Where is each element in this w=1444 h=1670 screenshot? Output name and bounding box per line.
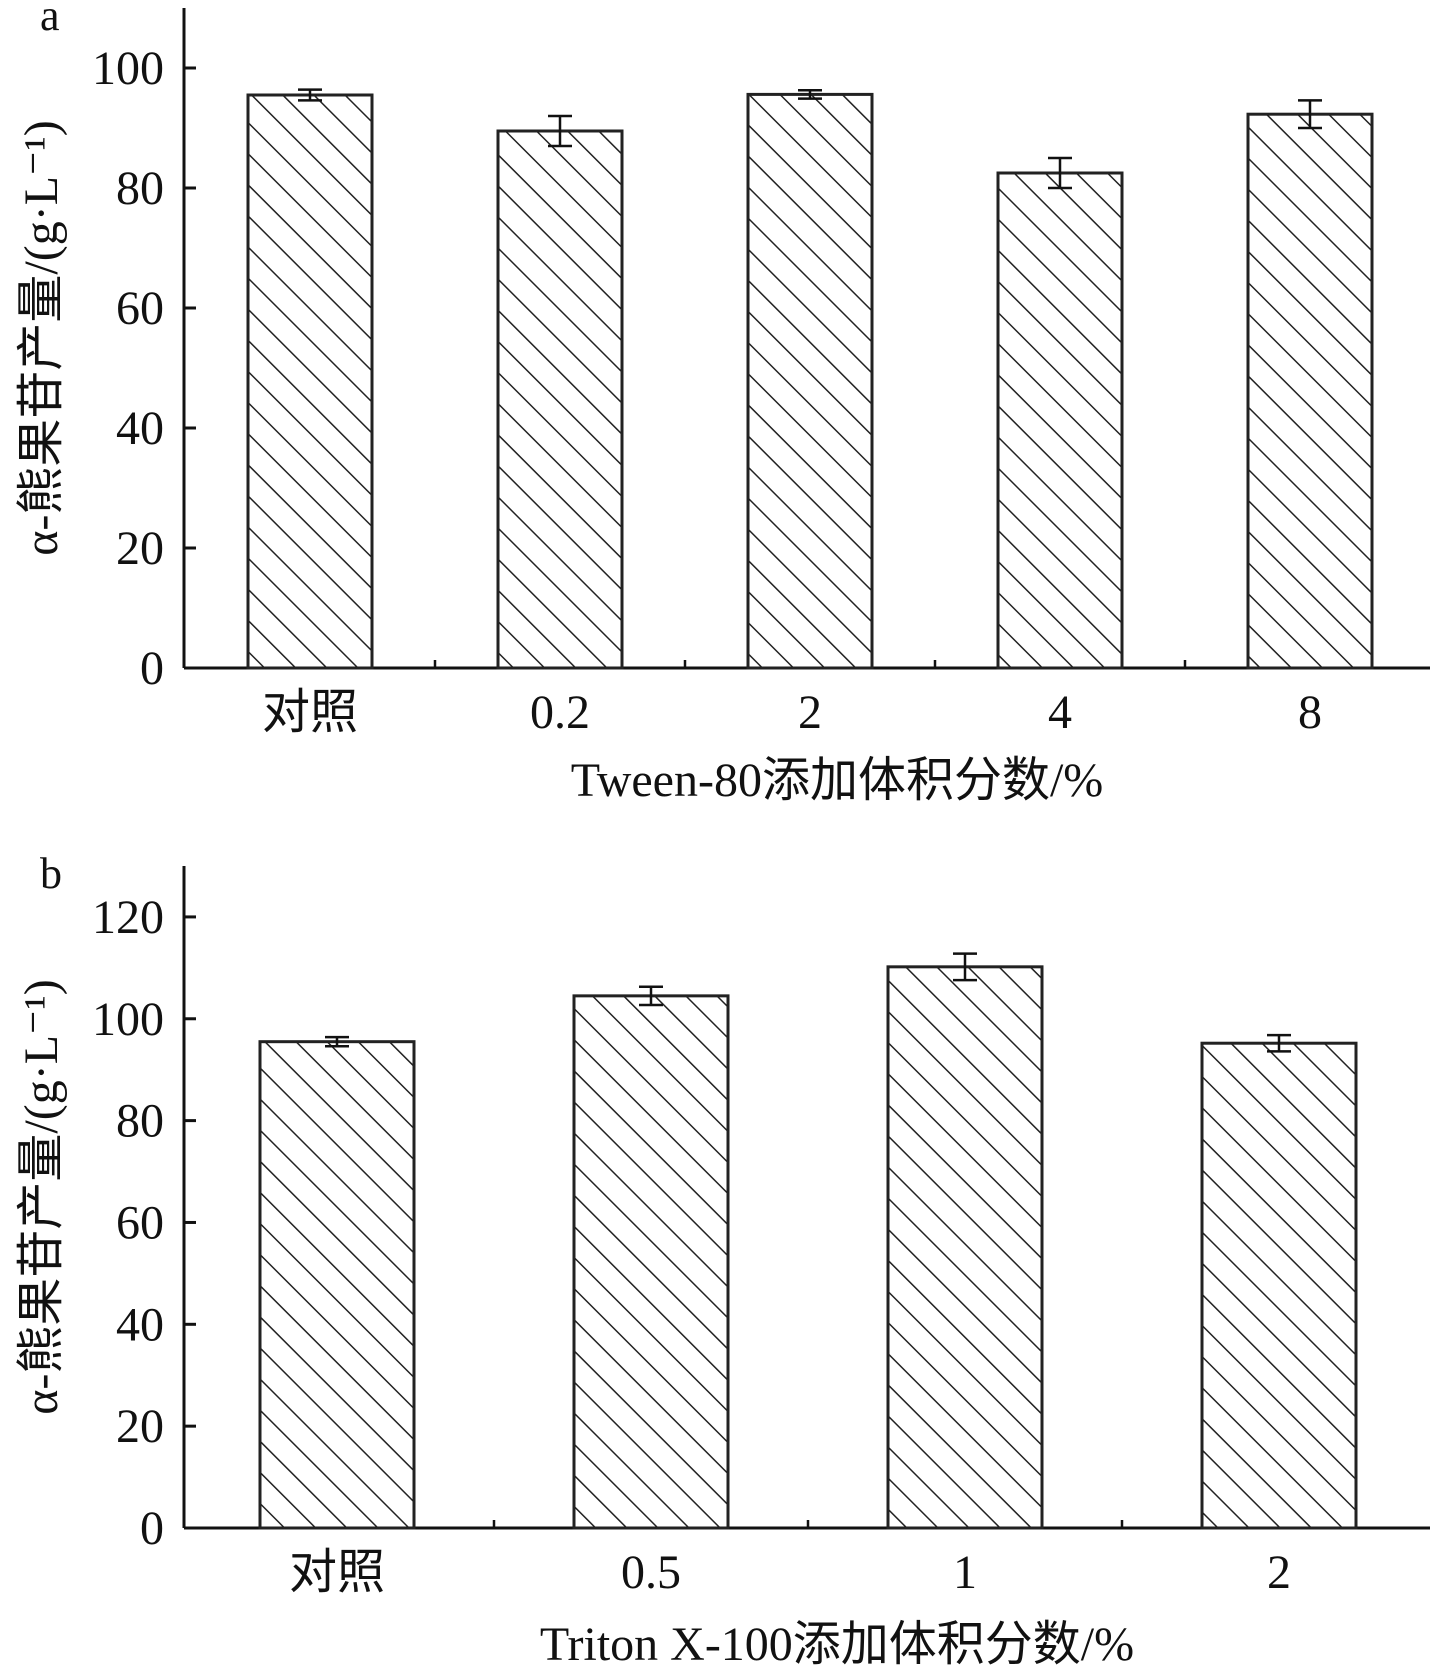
x-tick-label: 4 [1048,686,1072,739]
x-axis-title: Tween-80添加体积分数/% [571,754,1104,807]
bar [496,129,624,670]
x-tick-label: 1 [953,1546,977,1599]
y-tick-label: 100 [92,42,164,95]
x-tick-label: 2 [798,686,822,739]
bar [258,1040,416,1530]
y-tick-label: 0 [140,1502,164,1555]
chart-panel-b: b 0 20 40 60 80 100 120 对照 0.5 1 2 Triton X-100添加体积分… [15,849,1430,1670]
y-tick-label: 120 [92,891,164,944]
x-axis-title: Triton X-100添加体积分数/% [540,1618,1134,1670]
y-axis-title: α-熊果苷产量/(g·L⁻¹) [15,120,68,555]
y-tick-label: 60 [116,282,164,335]
y-tick-label: 40 [116,402,164,455]
y-tick-label: 20 [116,1400,164,1453]
x-tick-label: 2 [1267,1546,1291,1599]
x-tick-label: 0.5 [621,1546,681,1599]
bar [572,994,730,1530]
bar [1246,112,1374,670]
y-tick-label: 60 [116,1196,164,1249]
bar [1200,1041,1358,1530]
y-tick-label: 80 [116,162,164,215]
bar [246,93,374,670]
x-tick-label: 对照 [262,686,358,739]
y-tick-label: 0 [140,642,164,695]
y-tick-label: 100 [92,993,164,1046]
bar [996,171,1124,670]
y-tick-label: 20 [116,522,164,575]
panel-label: b [40,849,62,898]
x-tick-label: 0.2 [530,686,590,739]
chart-panel-a: a 0 20 40 60 80 100 对照 0.2 2 4 8 Tween-80添加体积分数/% α-熊… [15,0,1430,807]
y-tick-label: 80 [116,1095,164,1148]
panel-label: a [40,0,60,40]
bar [746,92,874,670]
y-axis-title: α-熊果苷产量/(g·L⁻¹) [15,979,68,1414]
x-tick-label: 8 [1298,686,1322,739]
x-tick-label: 对照 [289,1546,385,1599]
bar [886,965,1044,1530]
y-tick-label: 40 [116,1298,164,1351]
